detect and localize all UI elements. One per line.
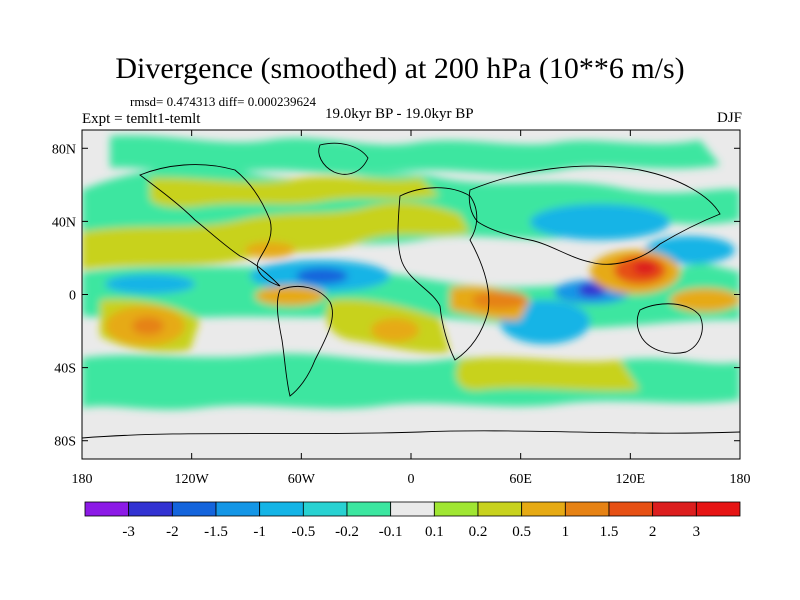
stats-text: rmsd= 0.474313 diff= 0.000239624 bbox=[130, 94, 316, 109]
y-tick-label: 40N bbox=[52, 215, 76, 230]
y-tick-label: 40S bbox=[54, 362, 76, 377]
colorbar-label: 0.2 bbox=[469, 524, 488, 540]
x-tick-label: 60E bbox=[509, 472, 532, 487]
colorbar-swatch bbox=[346, 501, 392, 517]
colorbar-swatch bbox=[128, 501, 173, 517]
colorbar-swatch bbox=[302, 501, 348, 517]
colorbar-label: -1.5 bbox=[204, 524, 228, 540]
neg-core-asia bbox=[530, 204, 670, 240]
experiment-label: Expt = temlt1-temlt bbox=[82, 111, 201, 127]
x-tick-label: 60W bbox=[288, 472, 316, 487]
y-tick-label: 0 bbox=[69, 289, 76, 304]
colorbar-label: 1 bbox=[562, 524, 570, 540]
period-label: 19.0kyr BP - 19.0kyr BP bbox=[325, 106, 474, 122]
colorbar-swatch bbox=[564, 501, 610, 517]
colorbar-swatch bbox=[477, 501, 523, 517]
colorbar-label: 0.1 bbox=[425, 524, 444, 540]
colorbar-label: -1 bbox=[253, 524, 266, 540]
map-plot-area bbox=[82, 130, 740, 459]
pos-core-south-pacific-inner bbox=[132, 317, 164, 335]
colorbar-swatch bbox=[433, 501, 479, 517]
colorbar-label: -0.2 bbox=[335, 524, 359, 540]
pos-core-africa bbox=[472, 291, 528, 309]
colorbar-label: 3 bbox=[693, 524, 701, 540]
colorbar-label: 0.5 bbox=[512, 524, 531, 540]
divergence-fields bbox=[82, 135, 740, 410]
neg-core-maritime-inner bbox=[578, 283, 606, 297]
x-tick-label: 120E bbox=[616, 472, 646, 487]
band-arctic bbox=[110, 135, 720, 175]
pos-core-north-west-pacific bbox=[670, 288, 740, 312]
pos-band-north-pacific bbox=[82, 202, 470, 270]
pos-band-southern-indian bbox=[456, 357, 640, 391]
colorbar-swatch bbox=[521, 501, 566, 517]
y-tick-label: 80S bbox=[54, 435, 76, 450]
coast-asia bbox=[468, 165, 721, 265]
colorbar-label: 2 bbox=[649, 524, 657, 540]
x-tick-label: 180 bbox=[72, 472, 93, 487]
pos-core-south-atlantic bbox=[371, 318, 419, 342]
pos-band-arctic bbox=[150, 176, 440, 208]
coast-greenland bbox=[318, 142, 369, 175]
colorbar-swatch bbox=[215, 501, 261, 517]
x-tick-label: 180 bbox=[730, 472, 751, 487]
colorbar-swatch bbox=[171, 501, 217, 517]
season-label: DJF bbox=[716, 110, 742, 126]
colorbar-label: -0.5 bbox=[291, 524, 315, 540]
colorbar-label: 1.5 bbox=[600, 524, 619, 540]
y-tick-label: 80N bbox=[52, 142, 76, 157]
coast-australia bbox=[636, 303, 703, 354]
x-tick-label: 0 bbox=[408, 472, 415, 487]
coastlines bbox=[82, 142, 740, 439]
colorbar-swatch bbox=[390, 501, 435, 517]
colorbar-swatch bbox=[695, 501, 741, 517]
pos-core-south-america bbox=[255, 286, 325, 306]
colorbar-swatch bbox=[259, 501, 304, 517]
chart-title: Divergence (smoothed) at 200 hPa (10**6 … bbox=[115, 52, 685, 85]
colorbar-label: -2 bbox=[166, 524, 179, 540]
coast-europe-africa bbox=[397, 187, 490, 361]
colorbar-swatch bbox=[608, 501, 654, 517]
pos-core-north-america bbox=[245, 242, 295, 258]
colorbar-swatch bbox=[652, 501, 697, 517]
neg-core-south-pacific bbox=[105, 274, 195, 294]
band-southern bbox=[82, 353, 740, 410]
colorbar-swatch bbox=[84, 501, 130, 517]
colorbar: -3 -2 -1.5 -1 -0.5 -0.2 -0.1 0.1 0.2 0.5 1 1.5 2 3 bbox=[84, 501, 741, 540]
coast-north-america bbox=[139, 164, 281, 287]
axis-ticks: 180 120W 60W 0 60E 120E 180 80N 40N 0 40S 80S bbox=[52, 130, 751, 487]
neg-core-east-pacific-inner bbox=[296, 268, 348, 284]
x-tick-label: 120W bbox=[175, 472, 210, 487]
coast-south-america bbox=[276, 286, 333, 397]
colorbar-label: -0.1 bbox=[379, 524, 403, 540]
colorbar-label: -3 bbox=[122, 524, 135, 540]
coast-antarctica bbox=[82, 430, 740, 439]
pos-core-west-pacific-inner bbox=[633, 261, 657, 275]
